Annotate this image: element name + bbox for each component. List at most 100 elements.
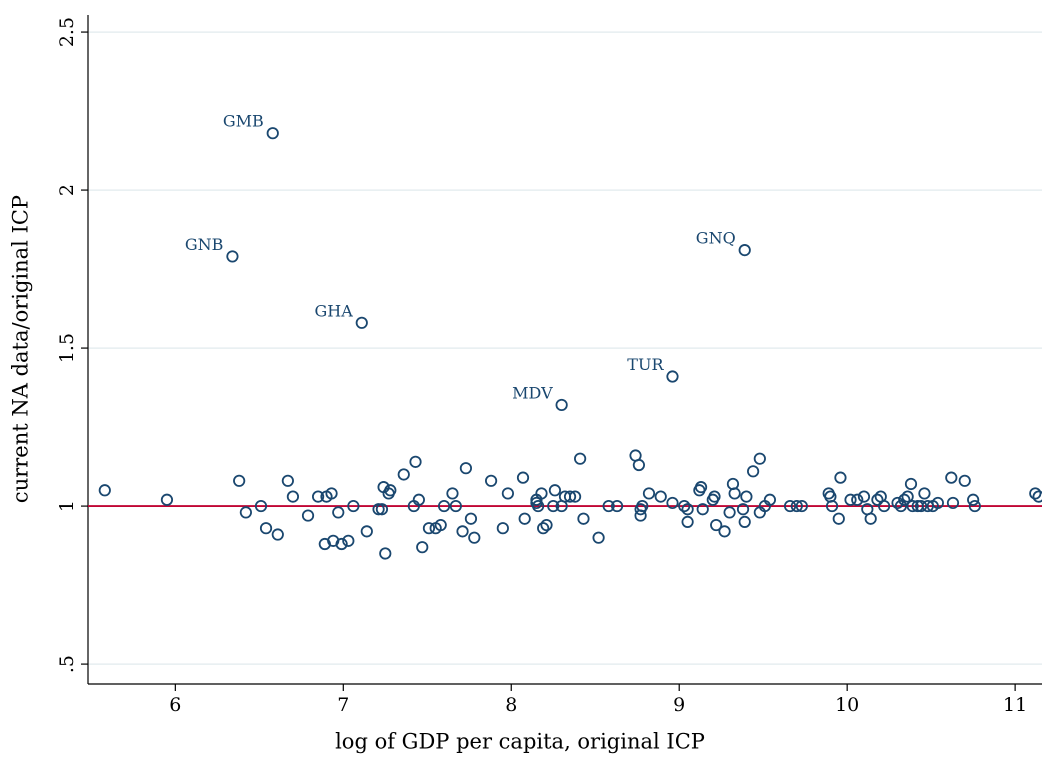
point xyxy=(459,462,473,475)
point xyxy=(678,499,691,513)
point xyxy=(740,490,753,503)
point xyxy=(501,487,514,500)
point xyxy=(484,474,498,487)
point xyxy=(851,493,864,506)
point xyxy=(233,474,246,487)
point xyxy=(437,499,451,513)
point xyxy=(226,250,239,263)
point xyxy=(547,499,560,513)
point-label: TUR xyxy=(627,355,664,374)
point xyxy=(753,452,766,465)
y-tick-label: 2.5 xyxy=(56,17,78,47)
point xyxy=(602,499,615,513)
point xyxy=(894,499,908,513)
y-tick-label: 2 xyxy=(56,184,78,196)
point xyxy=(548,484,562,497)
point xyxy=(871,493,884,506)
point xyxy=(694,481,708,494)
point xyxy=(636,499,649,513)
point xyxy=(825,499,839,513)
point xyxy=(537,522,550,535)
point xyxy=(1032,490,1042,503)
x-tick-label: 11 xyxy=(1003,694,1027,716)
y-tick-label: 1.5 xyxy=(56,333,78,363)
point xyxy=(98,484,111,497)
x-tick-label: 8 xyxy=(505,694,517,716)
point xyxy=(790,499,803,513)
point xyxy=(259,522,273,535)
point xyxy=(568,490,582,503)
point xyxy=(375,503,389,516)
point xyxy=(360,525,373,538)
point xyxy=(610,499,624,513)
point xyxy=(347,499,360,513)
point-label: GHA xyxy=(314,301,353,320)
point xyxy=(857,490,871,503)
point xyxy=(708,490,721,503)
point xyxy=(532,499,545,513)
point xyxy=(834,471,847,484)
point xyxy=(763,493,777,506)
point xyxy=(266,127,279,140)
y-tick-label: 1 xyxy=(56,500,78,512)
point-label: GNQ xyxy=(696,229,736,248)
point xyxy=(918,487,931,500)
point xyxy=(434,518,447,532)
y-axis-title: current NA data/original ICP xyxy=(9,195,33,503)
point xyxy=(783,499,797,513)
point xyxy=(422,522,436,535)
point xyxy=(464,512,478,525)
point xyxy=(325,487,338,500)
point xyxy=(946,496,960,510)
point xyxy=(696,503,709,516)
point xyxy=(898,493,911,506)
point xyxy=(449,499,462,513)
point xyxy=(967,493,980,506)
point xyxy=(355,316,368,329)
point xyxy=(416,541,429,554)
point xyxy=(555,398,568,412)
point xyxy=(332,506,345,519)
y-tick-label: .5 xyxy=(56,655,78,673)
point xyxy=(281,474,294,487)
point xyxy=(904,477,918,491)
x-axis-title: log of GDP per capita, original ICP xyxy=(335,730,705,754)
point xyxy=(718,525,731,538)
point xyxy=(666,370,679,383)
x-tick-label: 6 xyxy=(169,694,181,716)
point xyxy=(271,528,284,541)
point xyxy=(577,512,590,525)
point xyxy=(832,512,845,525)
point xyxy=(160,493,174,506)
point xyxy=(496,522,509,535)
point xyxy=(666,496,679,510)
point xyxy=(968,499,981,513)
point xyxy=(379,547,392,560)
point xyxy=(301,509,315,522)
point xyxy=(312,490,325,503)
point xyxy=(409,455,422,468)
point xyxy=(372,503,385,516)
point xyxy=(864,512,877,525)
x-tick-label: 7 xyxy=(337,694,349,716)
point-label: GMB xyxy=(223,112,264,131)
point xyxy=(844,493,857,506)
point xyxy=(384,484,397,497)
point xyxy=(456,525,469,538)
point xyxy=(592,531,605,544)
point xyxy=(335,537,348,551)
x-tick-label: 9 xyxy=(673,694,685,716)
point xyxy=(738,244,751,257)
point xyxy=(468,531,481,544)
point xyxy=(397,468,410,481)
point xyxy=(286,490,300,503)
point xyxy=(906,499,919,513)
point xyxy=(342,534,355,547)
point xyxy=(958,474,971,487)
point xyxy=(642,487,656,500)
point xyxy=(535,487,548,500)
point xyxy=(516,471,530,484)
point xyxy=(518,512,531,525)
